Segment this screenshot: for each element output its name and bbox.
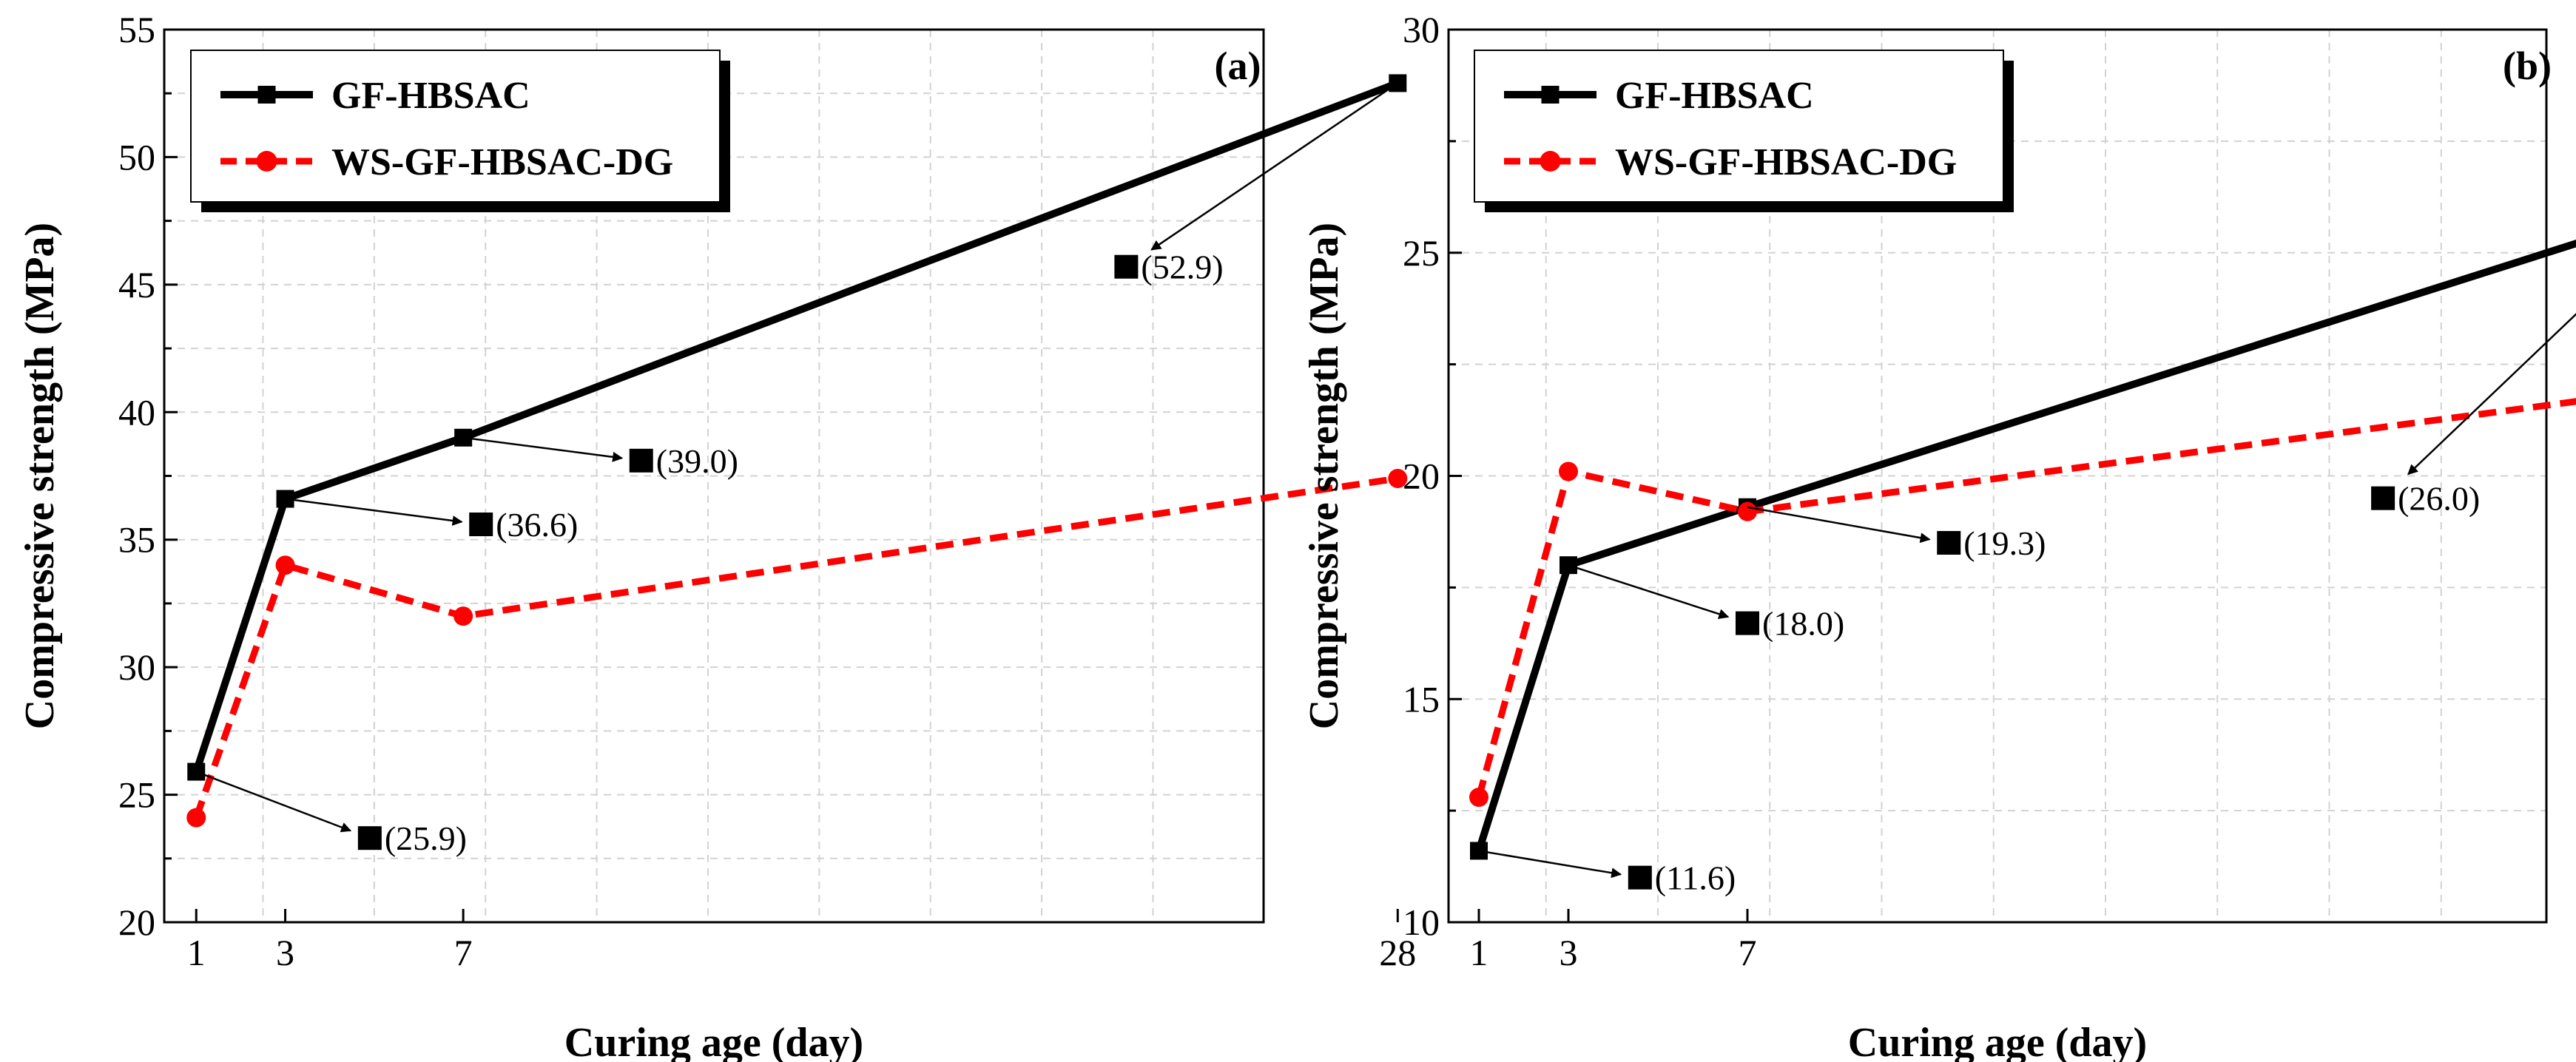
annotation-label: (39.0) (656, 442, 738, 480)
series-line (192, 79, 1400, 774)
data-point-circle (275, 555, 295, 575)
series-line (193, 475, 1398, 819)
y-axis-label: Compressive strength (MPa) (17, 223, 63, 729)
legend-box (1474, 50, 2004, 203)
data-point-circle (1388, 468, 1408, 488)
legend-label: GF-HBSAC (331, 75, 530, 117)
annotation-marker (1937, 531, 1961, 555)
annotation-arrow (1150, 82, 1399, 251)
x-axis-label: Curing age (day) (1848, 1020, 2147, 1062)
annotation-label: (26.0) (2398, 480, 2480, 518)
annotation-marker (1628, 865, 1652, 890)
y-tick-label: 25 (118, 774, 155, 816)
annotation-arrow (195, 771, 352, 833)
annotation-label: (11.6) (1655, 859, 1736, 897)
annotation-arrow (1478, 850, 1622, 879)
annotation-label: (18.0) (1762, 605, 1844, 643)
x-tick-label: 7 (1739, 932, 1757, 973)
y-tick-label: 25 (1403, 232, 1440, 274)
annotation: (11.6) (1478, 850, 1736, 897)
annotation: (26.0) (2371, 313, 2576, 518)
data-point-circle (1469, 788, 1488, 808)
annotation-marker (357, 826, 382, 850)
annotation-label: (19.3) (1963, 524, 2046, 562)
legend: GF-HBSAC WS-GF-HBSAC-DG (1474, 50, 2014, 212)
data-point-circle (186, 808, 206, 828)
annotation-label: (36.6) (496, 506, 578, 544)
annotation-marker (1114, 254, 1139, 279)
legend-marker-square (1541, 86, 1560, 104)
x-axis-label: Curing age (day) (564, 1020, 863, 1062)
annotation: (19.3) (1747, 506, 2046, 562)
annotation-marker (469, 513, 493, 537)
series-ws-gf-hbsac-dg (186, 468, 1408, 828)
annotation-label: (25.9) (385, 819, 467, 857)
y-axis-label: Compressive strength (MPa) (1301, 223, 1347, 729)
annotation: (52.9) (1114, 82, 1399, 286)
annotation-arrow (1747, 506, 1931, 544)
y-tick-label: 40 (118, 391, 155, 433)
x-tick-label: 28 (1379, 932, 1416, 973)
annotation: (25.9) (195, 771, 467, 857)
chart-panel-a: 20 25 30 35 40 45 50 55 1 3 7 28 Curing age (day) Com… (17, 9, 1416, 1062)
legend-marker-circle (256, 151, 277, 172)
x-tick-label: 1 (187, 932, 206, 973)
legend-box (190, 50, 721, 203)
legend-marker-circle (1540, 151, 1561, 172)
legend-label: WS-GF-HBSAC-DG (1615, 141, 1957, 183)
annotation-arrow (285, 498, 463, 526)
series-line (1475, 240, 2576, 852)
annotation-marker (2371, 486, 2395, 510)
series-ws-gf-hbsac-dg (1469, 398, 2576, 808)
legend-label: GF-HBSAC (1615, 75, 1814, 117)
annotation: (36.6) (285, 498, 578, 544)
x-tick-label: 3 (276, 932, 294, 973)
y-tick-label: 20 (1403, 456, 1440, 497)
x-tick-label: 1 (1470, 932, 1488, 973)
annotation-arrow (462, 436, 624, 462)
y-tick-label: 45 (118, 264, 155, 305)
legend-marker-square (257, 86, 276, 104)
annotation-marker (629, 448, 653, 473)
series-line (1475, 398, 2576, 799)
annotation: (39.0) (462, 436, 738, 480)
annotation-arrow (2407, 313, 2576, 476)
y-tick-label: 10 (1403, 902, 1440, 943)
panel-label: (b) (2503, 44, 2552, 88)
data-point-circle (454, 606, 473, 626)
legend-label: WS-GF-HBSAC-DG (331, 141, 673, 183)
panel-label: (a) (1215, 44, 1261, 88)
y-tick-label: 15 (1403, 678, 1440, 720)
x-tick-label: 7 (454, 932, 473, 973)
annotation: (18.0) (1568, 564, 1844, 643)
data-point-circle (1559, 461, 1578, 481)
x-tick-label: 3 (1560, 932, 1578, 973)
annotation-arrow (1568, 564, 1730, 619)
y-tick-label: 20 (118, 902, 155, 943)
legend: GF-HBSAC WS-GF-HBSAC-DG (190, 50, 730, 212)
data-point-circle (1738, 501, 1757, 521)
y-tick-label: 50 (118, 136, 155, 177)
annotation-label: (52.9) (1141, 248, 1223, 286)
y-tick-label: 55 (118, 9, 155, 50)
annotation-marker (1736, 611, 1759, 635)
y-tick-label: 35 (118, 519, 155, 561)
y-tick-label: 30 (118, 646, 155, 688)
chart-panel-b: 10 15 20 25 30 1 3 7 28 Curing age (day) Compressi… (1301, 9, 2576, 1062)
y-tick-label: 30 (1403, 9, 1440, 50)
